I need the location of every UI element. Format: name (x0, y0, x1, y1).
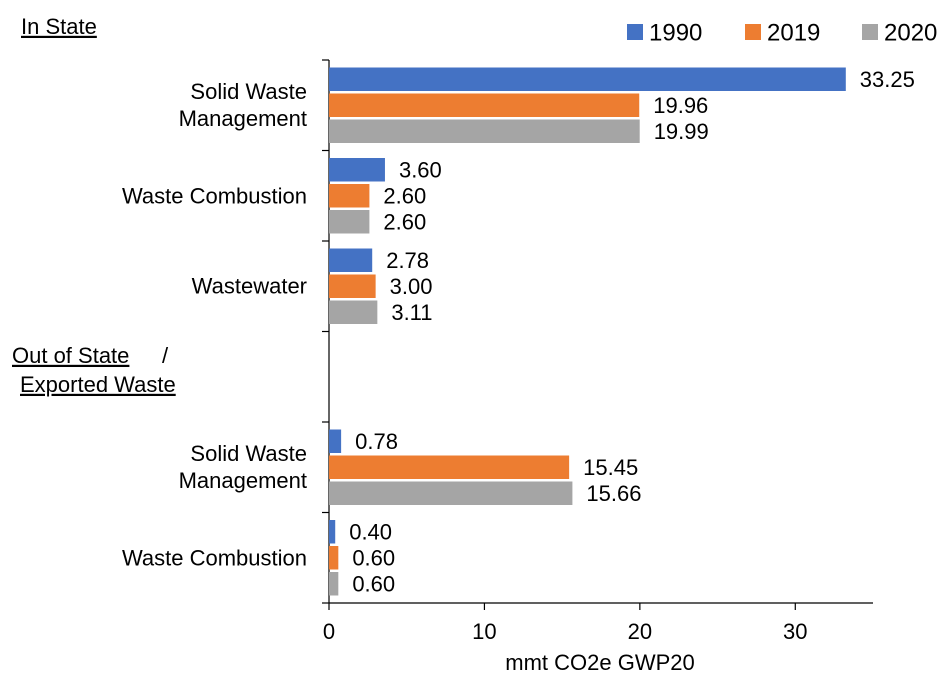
x-axis-label: mmt CO2e GWP20 (505, 650, 694, 675)
bar (329, 93, 640, 117)
section-label: In State (21, 14, 97, 39)
y-tick-label: Solid Waste Management (178, 441, 307, 494)
bar (329, 520, 336, 544)
legend-swatch (862, 24, 878, 40)
section-label: Out of State (12, 343, 129, 368)
value-label: 3.11 (391, 300, 432, 325)
section-label: / (162, 343, 169, 368)
section-label: Exported Waste (20, 372, 176, 397)
value-label: 19.96 (653, 93, 708, 118)
value-label: 15.45 (583, 455, 638, 480)
bar (329, 184, 370, 208)
bar (329, 274, 376, 298)
bar (329, 455, 570, 479)
y-tick-label: Wastewater (191, 273, 307, 299)
legend-swatch (627, 24, 643, 40)
value-label: 33.25 (860, 67, 915, 92)
value-label: 19.99 (654, 119, 709, 144)
legend-swatch (745, 24, 761, 40)
legend-label: 2019 (767, 19, 820, 46)
bar (329, 546, 339, 570)
y-tick-label: Waste Combustion (121, 545, 307, 571)
bar (329, 481, 573, 505)
value-label: 0.40 (349, 520, 392, 545)
value-label: 2.60 (383, 184, 426, 209)
value-label: 15.66 (586, 481, 641, 506)
value-label: 2.60 (383, 210, 426, 235)
value-label: 3.60 (399, 158, 442, 183)
bar (329, 67, 846, 91)
bar (329, 248, 373, 272)
x-tick-label: 20 (628, 619, 652, 644)
value-label: 2.78 (386, 248, 429, 273)
y-tick-label: Waste Combustion (121, 183, 307, 209)
x-tick-label: 30 (783, 619, 807, 644)
y-tick-label: Solid Waste Management (178, 79, 307, 132)
bar (329, 158, 385, 182)
bar (329, 300, 378, 324)
value-label: 0.60 (352, 572, 395, 597)
legend-label: 1990 (649, 19, 702, 46)
value-label: 0.60 (352, 546, 395, 571)
bar (329, 210, 370, 234)
bar (329, 119, 640, 143)
value-label: 0.78 (355, 429, 398, 454)
bar (329, 429, 342, 453)
x-tick-label: 0 (323, 619, 335, 644)
x-tick-label: 10 (472, 619, 496, 644)
legend-label: 2020 (884, 19, 937, 46)
value-label: 3.00 (390, 274, 433, 299)
bar (329, 572, 339, 596)
